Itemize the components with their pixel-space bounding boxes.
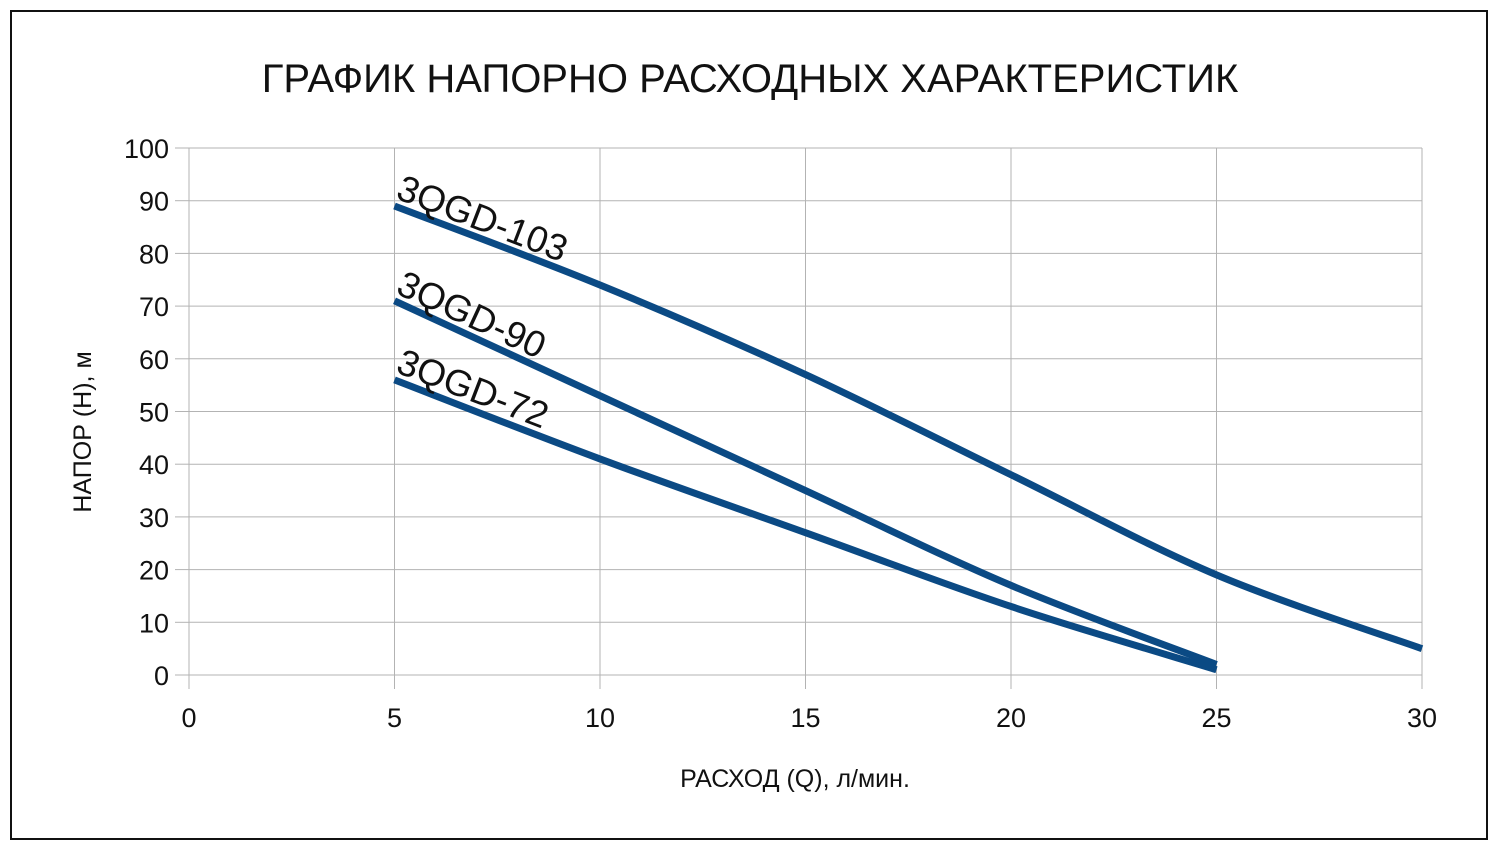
tick-labels: 0 10 20 30 40 50 60 70 80 90 100 0 5 10 15 20 25 30 [124, 134, 1437, 733]
y-axis-label: НАПОР (H), м [69, 351, 97, 512]
x-tick-label: 5 [387, 703, 402, 733]
x-tick-label: 30 [1407, 703, 1437, 733]
chart-title: ГРАФИК НАПОРНО РАСХОДНЫХ ХАРАКТЕРИСТИК [262, 57, 1239, 101]
x-tick-label: 10 [585, 703, 615, 733]
y-tick-label: 80 [139, 239, 169, 269]
y-tick-label: 20 [139, 556, 169, 586]
y-tick-label: 30 [139, 503, 169, 533]
series-line-3qgd-90 [393, 297, 1218, 668]
series-line-3qgd-103 [393, 202, 1424, 652]
y-tick-label: 50 [139, 398, 169, 428]
y-tick-label: 10 [139, 608, 169, 638]
chart-frame [10, 10, 1488, 840]
y-tick-label: 0 [154, 661, 169, 691]
x-tick-label: 15 [790, 703, 820, 733]
series-line-3qgd-72 [393, 376, 1218, 674]
y-tick-label: 90 [139, 187, 169, 217]
y-tick-label: 40 [139, 450, 169, 480]
y-tick-label: 60 [139, 345, 169, 375]
grid-layer [175, 147, 1423, 689]
x-tick-label: 0 [181, 703, 196, 733]
y-tick-label: 70 [139, 292, 169, 322]
x-axis-label: РАСХОД (Q), л/мин. [680, 765, 910, 793]
x-tick-label: 20 [996, 703, 1026, 733]
series-lines [393, 202, 1424, 674]
y-tick-label: 100 [124, 134, 169, 164]
x-tick-label: 25 [1201, 703, 1231, 733]
